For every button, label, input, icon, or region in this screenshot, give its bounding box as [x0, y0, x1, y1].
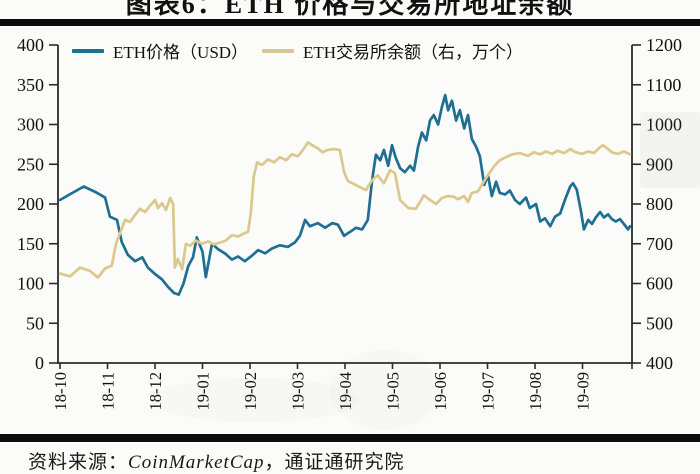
left-axis-tick-label: 100 [17, 274, 44, 294]
page-title: 图表6：ETH 价格与交易所地址余额 [125, 0, 575, 19]
right-axis-tick-label: 1200 [646, 35, 682, 55]
right-axis-tick-label: 800 [646, 194, 673, 214]
x-axis-tick-label: 19-01 [194, 372, 213, 411]
exchange-balance-line [58, 141, 632, 279]
top-divider [0, 19, 700, 26]
left-axis-tick-label: 50 [26, 313, 44, 333]
left-axis-tick-label: 400 [17, 35, 44, 55]
source-prefix: 资料来源： [28, 452, 129, 473]
right-axis-tick-label: 500 [646, 313, 673, 333]
left-axis-tick-label: 0 [35, 353, 44, 373]
chart-canvas: 0 50 100 150 200 250 300 350 400 400 500 600 700 800 9… [17, 35, 682, 411]
right-axis-tick-label: 1100 [646, 75, 681, 95]
right-axis-tick-label: 1000 [646, 115, 682, 135]
bottom-divider [0, 434, 700, 442]
x-axis-tick-label: 19-03 [289, 372, 308, 411]
x-axis-tick-label: 19-02 [241, 372, 260, 411]
source-name: CoinMarketCap [128, 452, 265, 473]
left-axis-tick-label: 350 [17, 75, 44, 95]
x-axis-tick-label: 19-04 [336, 372, 355, 411]
x-axis-tick-label: 18-10 [51, 372, 70, 411]
x-axis-tick-label: 19-07 [479, 372, 498, 411]
left-axis-tick-label: 250 [17, 154, 44, 174]
x-axis-tick-label: 19-09 [574, 372, 593, 411]
left-axis-tick-label: 300 [17, 115, 44, 135]
right-axis-tick-label: 900 [646, 154, 673, 174]
x-axis-tick-label: 18-11 [99, 372, 118, 410]
left-axis-tick-label: 200 [17, 194, 44, 214]
source-note: 资料来源：CoinMarketCap，通证通研究院 [28, 447, 405, 474]
x-axis-tick-label: 19-08 [526, 372, 545, 411]
right-axis-tick-label: 600 [646, 274, 673, 294]
x-axis-tick-label: 19-06 [431, 372, 450, 411]
right-axis-tick-label: 700 [646, 234, 673, 254]
eth-price-line [58, 93, 632, 296]
x-axis-tick-label: 18-12 [146, 372, 165, 411]
x-axis-tick-label: 19-05 [384, 372, 403, 411]
right-axis-tick-label: 400 [646, 353, 673, 373]
left-axis-tick-label: 150 [17, 234, 44, 254]
source-suffix: ，通证通研究院 [264, 452, 405, 473]
